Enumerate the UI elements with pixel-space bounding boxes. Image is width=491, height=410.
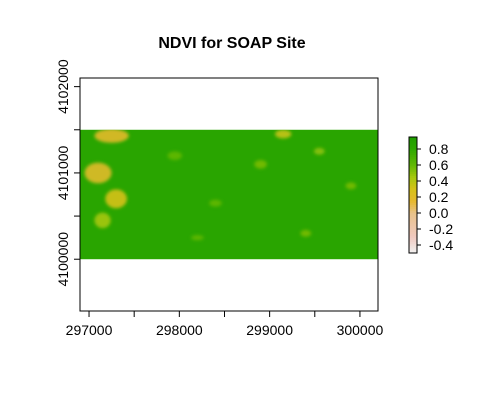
legend-color-segment <box>409 142 417 146</box>
legend-color-segment <box>409 249 417 252</box>
legend-color-segment <box>409 222 417 225</box>
raster-patch <box>167 151 183 160</box>
legend-color-segment <box>409 183 417 186</box>
legend-color-segment <box>409 237 417 240</box>
legend-color-segment <box>409 138 417 142</box>
legend-color-segment <box>409 231 417 235</box>
raster-patch <box>345 182 357 190</box>
legend-color-segment <box>409 206 417 209</box>
legend-color-segment <box>409 185 417 188</box>
raster-patch <box>254 159 267 169</box>
ndvi-raster <box>80 129 378 260</box>
legend-color-segment <box>409 150 417 153</box>
legend-color-segment <box>409 251 417 254</box>
legend-color-segment <box>409 214 417 217</box>
legend-color-segment <box>409 173 417 177</box>
legend-tick-label: 0.6 <box>429 157 449 173</box>
legend-color-segment <box>409 196 417 200</box>
legend-color-segment <box>409 191 417 194</box>
legend-color-segment <box>409 177 417 180</box>
legend-color-segment <box>409 166 417 169</box>
legend-color-segment <box>409 218 417 221</box>
legend-color-segment <box>409 195 417 198</box>
legend-tick-label: 0.0 <box>429 205 449 221</box>
legend-color-segment <box>409 158 417 161</box>
raster-patch <box>209 199 222 207</box>
legend-color-segment <box>409 233 417 236</box>
legend-color-segment <box>409 229 417 233</box>
x-axis: 297000 298000 299000 300000 <box>66 311 384 338</box>
legend-tick-label: -0.4 <box>429 237 453 253</box>
legend-bar-frame <box>408 136 418 254</box>
legend-color-segment <box>409 224 417 227</box>
x-tick-label: 299000 <box>246 322 293 338</box>
x-tick-label: 297000 <box>66 322 113 338</box>
chart-title: NDVI for SOAP Site <box>158 35 305 52</box>
legend-color-segment <box>409 198 417 202</box>
legend-color-segment <box>409 208 417 211</box>
legend-color-segment <box>409 193 417 196</box>
legend-color-segment <box>409 144 417 148</box>
y-axis: 4100000 4101000 4102000 <box>55 59 80 286</box>
legend-color-segment <box>409 175 417 178</box>
legend-color-segment <box>409 210 417 213</box>
legend-color-segment <box>409 243 417 246</box>
legend-color-segment <box>409 200 417 204</box>
raster-patch <box>105 189 127 209</box>
y-tick-label: 4100000 <box>55 232 71 287</box>
legend-color-segment <box>409 247 417 250</box>
legend-color-segment <box>409 156 417 159</box>
legend-color-segment <box>409 160 417 163</box>
raster-patch <box>313 147 325 155</box>
raster-background <box>80 129 378 260</box>
legend-color-segment <box>409 235 417 238</box>
legend-color-segment <box>409 181 417 184</box>
raster-patch <box>275 129 292 139</box>
legend-tick-label: 0.2 <box>429 189 449 205</box>
legend-color-segment <box>409 162 417 165</box>
legend-color-segment <box>409 137 417 140</box>
y-tick-label: 4102000 <box>55 59 71 114</box>
legend-color-segment <box>409 189 417 192</box>
legend-color-segment <box>409 152 417 155</box>
x-tick-label: 300000 <box>337 322 384 338</box>
raster-patch <box>191 235 204 241</box>
legend-color-segment <box>409 216 417 219</box>
raster-patch <box>94 212 111 229</box>
plot-frame <box>79 77 379 312</box>
legend-color-segment <box>409 164 417 167</box>
legend-color-segment <box>409 239 417 242</box>
legend-color-segment <box>409 167 417 171</box>
raster-patch <box>300 229 312 237</box>
legend-color-segment <box>409 212 417 215</box>
raster-patch <box>84 162 112 184</box>
legend-tick-label: 0.4 <box>429 173 449 189</box>
legend-tick-label: 0.8 <box>429 141 449 157</box>
legend-color-segment <box>409 220 417 223</box>
legend-color-segment <box>409 171 417 175</box>
legend-color-segment <box>409 154 417 157</box>
raster-patch <box>94 129 129 143</box>
legend-tick-label: -0.2 <box>429 221 453 237</box>
legend-color-segment <box>409 187 417 190</box>
legend-color-segment <box>409 227 417 231</box>
legend-color-segment <box>409 148 417 151</box>
legend-color-segment <box>409 140 417 144</box>
y-tick-label: 4101000 <box>55 145 71 200</box>
legend-color-segment <box>409 146 417 149</box>
legend-color-segment <box>409 241 417 244</box>
legend-color-segment <box>409 225 417 229</box>
legend-color-segment <box>409 202 417 206</box>
legend-color-segment <box>409 179 417 182</box>
color-legend: 0.80.60.40.20.0-0.2-0.4 <box>408 136 453 254</box>
legend-color-segment <box>409 169 417 173</box>
legend-color-segment <box>409 245 417 248</box>
x-tick-label: 298000 <box>156 322 203 338</box>
legend-color-segment <box>409 204 417 207</box>
